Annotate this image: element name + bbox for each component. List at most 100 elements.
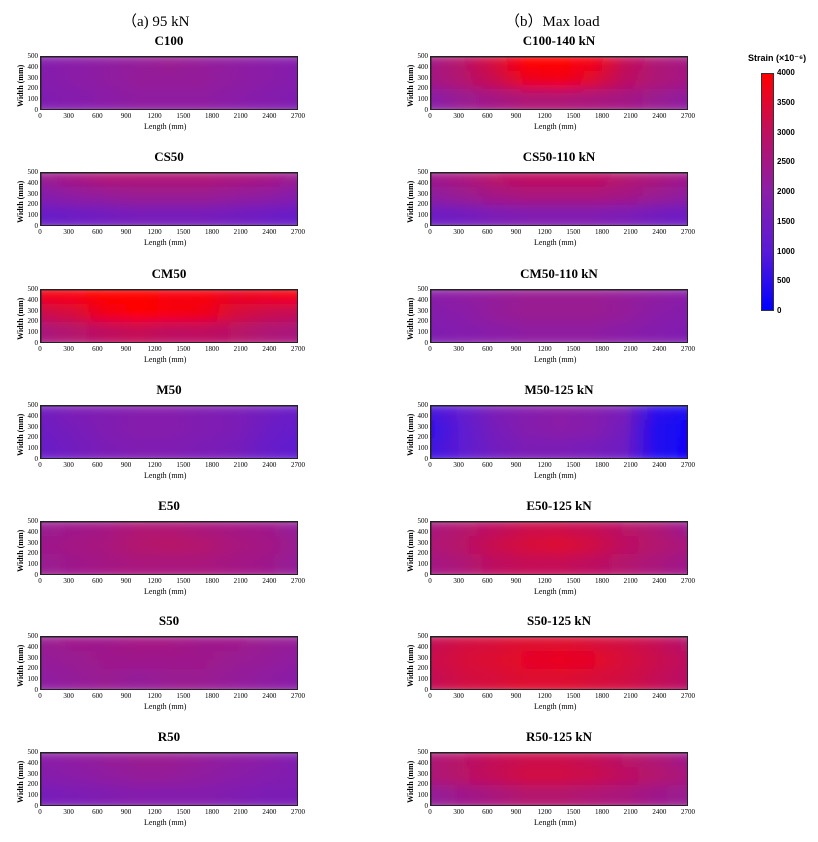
x-tick-label: 1800: [205, 577, 219, 585]
x-tick-label: 1800: [595, 808, 609, 816]
y-tick-label: 300: [417, 189, 429, 198]
x-tick-label: 1200: [147, 461, 162, 469]
x-tick-label: 0: [428, 345, 432, 353]
x-tick-label: 1500: [566, 228, 581, 236]
x-tick-label: 2400: [652, 112, 667, 120]
x-tick-label: 0: [38, 692, 42, 700]
y-tick-label: 0: [424, 802, 429, 810]
y-tick-label: 500: [27, 401, 39, 409]
y-tick-label: 400: [27, 178, 39, 187]
x-tick-label: 1500: [176, 228, 191, 236]
y-axis-label: Width (mm): [406, 180, 415, 223]
x-tick-label: 1500: [176, 577, 191, 585]
y-tick-label: 100: [27, 675, 39, 684]
x-tick-label: 300: [453, 577, 464, 585]
x-tick-label: 2400: [262, 112, 277, 120]
x-tick-label: 300: [63, 228, 74, 236]
colorbar-tick-label: 1500: [777, 216, 795, 226]
y-tick-label: 200: [27, 780, 39, 789]
x-tick-label: 300: [453, 112, 464, 120]
strain-band-2: [431, 322, 687, 342]
panel-title-r50-125-kn: R50-125 kN: [525, 729, 593, 744]
y-tick-label: 100: [417, 328, 429, 337]
y-tick-label: 400: [417, 178, 429, 187]
x-tick-label: 900: [120, 228, 132, 236]
y-tick-label: 300: [417, 73, 429, 82]
y-tick-label: 100: [417, 211, 429, 220]
heading-left: （a) 95 kN: [122, 14, 190, 30]
x-tick-label: 600: [482, 692, 493, 700]
x-axis-label: Length (mm): [144, 702, 187, 711]
y-tick-label: 300: [27, 653, 39, 662]
x-tick-label: 1200: [147, 808, 162, 816]
x-tick-label: 300: [63, 692, 74, 700]
x-tick-label: 300: [453, 345, 464, 353]
y-axis-label: Width (mm): [406, 644, 415, 687]
contour-plot-s50-125-kn: [430, 636, 688, 690]
y-tick-label: 0: [424, 222, 429, 230]
contour-plot-c100: [40, 56, 298, 110]
x-tick-label: 0: [38, 577, 42, 585]
x-tick-label: 300: [453, 808, 464, 816]
y-tick-label: 300: [27, 422, 39, 431]
x-tick-label: 1500: [566, 808, 581, 816]
x-tick-label: 1200: [537, 461, 552, 469]
y-tick-label: 100: [27, 444, 39, 453]
y-tick-label: 0: [424, 339, 429, 347]
x-tick-label: 2400: [652, 577, 667, 585]
strain-band-2: [431, 785, 687, 805]
y-tick-label: 200: [27, 84, 39, 93]
y-tick-label: 500: [417, 401, 429, 409]
panel-title-m50-125-kn: M50-125 kN: [524, 382, 594, 397]
x-tick-label: 2400: [262, 808, 277, 816]
heading-right: （b）Max load: [505, 14, 600, 30]
x-tick-label: 900: [120, 461, 132, 469]
x-axis-label: Length (mm): [144, 122, 187, 131]
panel-title-c100: C100: [154, 33, 184, 48]
strain-band-2: [41, 785, 297, 805]
x-tick-label: 1800: [595, 577, 609, 585]
x-tick-label: 600: [92, 461, 103, 469]
strain-band-2: [41, 554, 297, 574]
x-tick-label: 600: [92, 228, 103, 236]
y-axis-label: Width (mm): [406, 64, 415, 107]
y-tick-label: 300: [27, 538, 39, 547]
x-tick-label: 0: [428, 808, 432, 816]
x-tick-label: 2100: [233, 692, 248, 700]
x-tick-label: 1200: [537, 345, 552, 353]
strain-band-2: [41, 322, 297, 342]
x-tick-label: 600: [482, 577, 493, 585]
x-tick-label: 1800: [205, 692, 219, 700]
colorbar-title: Strain (×10⁻⁶): [748, 53, 807, 63]
x-tick-label: 2700: [291, 461, 305, 469]
y-tick-label: 300: [417, 306, 429, 315]
x-tick-label: 1200: [537, 112, 552, 120]
colorbar-tick-label: 4000: [777, 68, 795, 77]
y-tick-label: 300: [27, 189, 39, 198]
x-tick-label: 0: [428, 112, 432, 120]
y-tick-label: 500: [27, 285, 39, 293]
x-axis-label: Length (mm): [144, 355, 187, 364]
x-tick-label: 900: [510, 577, 522, 585]
x-tick-label: 1500: [176, 345, 191, 353]
x-tick-label: 1500: [176, 808, 191, 816]
x-tick-label: 2400: [262, 692, 277, 700]
y-tick-label: 100: [27, 328, 39, 337]
y-tick-label: 400: [417, 642, 429, 651]
y-axis-label: Width (mm): [16, 644, 25, 687]
x-tick-label: 1500: [176, 112, 191, 120]
strain-band-2: [41, 89, 297, 109]
x-tick-label: 1200: [147, 345, 162, 353]
x-tick-label: 1500: [176, 692, 191, 700]
x-tick-label: 2100: [233, 345, 248, 353]
y-tick-label: 200: [417, 664, 429, 673]
x-tick-label: 2100: [233, 808, 248, 816]
x-tick-label: 1800: [205, 345, 219, 353]
y-tick-label: 400: [27, 295, 39, 304]
contour-plot-e50-125-kn: [430, 521, 688, 575]
y-tick-label: 500: [27, 517, 39, 525]
x-tick-label: 0: [38, 112, 42, 120]
y-tick-label: 300: [27, 769, 39, 778]
x-tick-label: 300: [453, 228, 464, 236]
x-tick-label: 900: [510, 228, 522, 236]
